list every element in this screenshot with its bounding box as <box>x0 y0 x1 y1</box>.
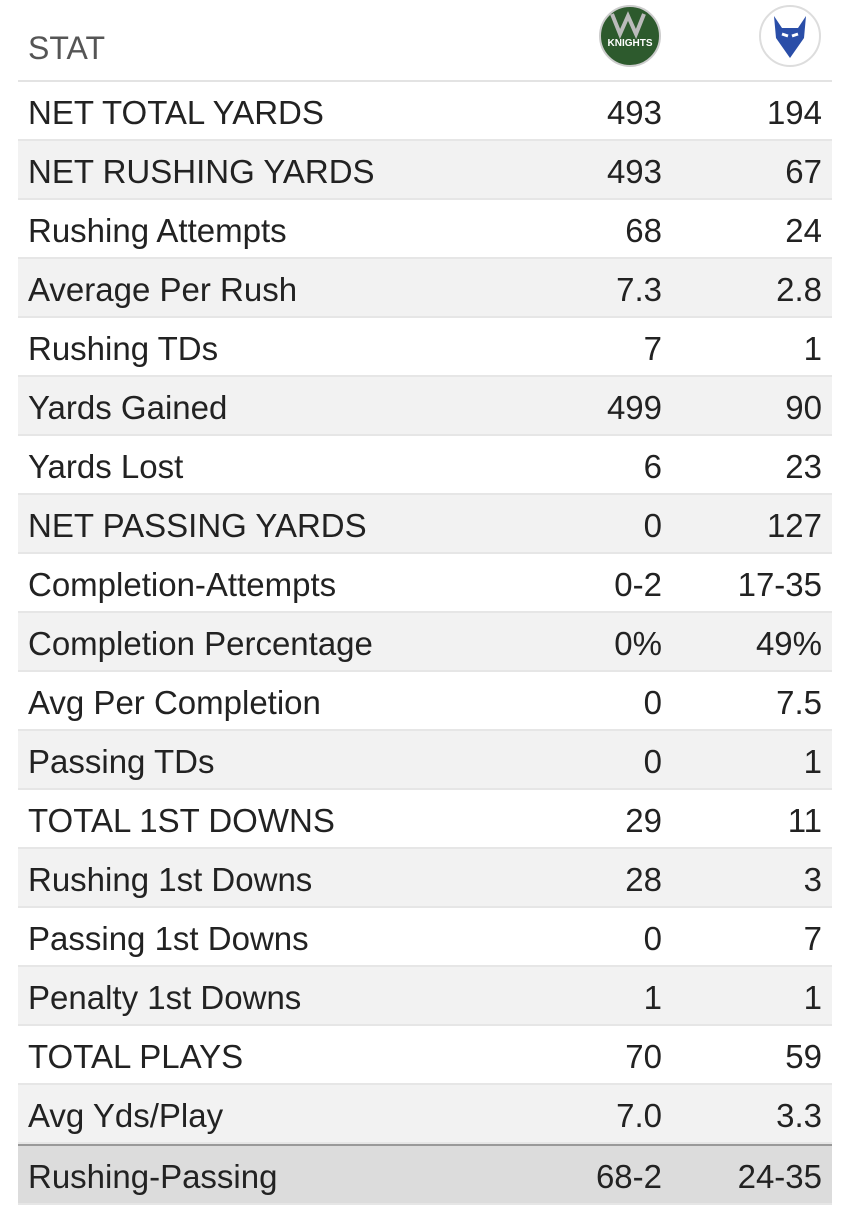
stat-row: NET TOTAL YARDS 493 194 <box>18 82 832 141</box>
stat-label: Completion Percentage <box>28 625 373 662</box>
stat-value: 2.8 <box>776 271 822 308</box>
stat-value: 24-35 <box>737 1158 822 1195</box>
stat-label: Rushing Attempts <box>28 212 287 249</box>
stat-row: TOTAL 1ST DOWNS 29 11 <box>18 790 832 849</box>
stat-value: 7 <box>643 330 662 367</box>
stat-value: 0-2 <box>614 566 662 603</box>
header-row: STAT KNIGHTS <box>18 0 832 82</box>
stat-value: 90 <box>785 389 822 426</box>
stat-label: Penalty 1st Downs <box>28 979 302 1016</box>
stat-row: NET RUSHING YARDS 493 67 <box>18 141 832 200</box>
stat-row: Rushing TDs 7 1 <box>18 318 832 377</box>
stat-value: 1 <box>803 979 822 1016</box>
stat-label: Yards Lost <box>28 448 184 485</box>
stat-value: 7.5 <box>776 684 822 721</box>
stat-value: 0 <box>643 684 662 721</box>
stat-label: TOTAL PLAYS <box>28 1038 244 1075</box>
stat-label: Completion-Attempts <box>28 566 337 603</box>
stat-label: NET RUSHING YARDS <box>28 153 375 190</box>
stat-header: STAT <box>28 30 106 66</box>
stat-value: 7.3 <box>616 271 662 308</box>
stat-label: NET TOTAL YARDS <box>28 94 324 131</box>
stat-value: 24 <box>785 212 822 249</box>
team-logo: KNIGHTS <box>599 5 661 67</box>
stat-row: Completion-Attempts 0-2 17-35 <box>18 554 832 613</box>
stat-row: Rushing Attempts 68 24 <box>18 200 832 259</box>
stat-row: Completion Percentage 0% 49% <box>18 613 832 672</box>
stat-value: 0 <box>643 507 662 544</box>
stat-label: Rushing TDs <box>28 330 219 367</box>
stat-label: Yards Gained <box>28 389 228 426</box>
stat-value: 7 <box>803 920 822 957</box>
stat-label: TOTAL 1ST DOWNS <box>28 802 335 839</box>
stat-label: Rushing 1st Downs <box>28 861 313 898</box>
stat-row: Passing 1st Downs 0 7 <box>18 908 832 967</box>
stat-row: Yards Lost 6 23 <box>18 436 832 495</box>
stat-row: Rushing 1st Downs 28 3 <box>18 849 832 908</box>
stat-label: Average Per Rush <box>28 271 298 308</box>
stat-row: Avg Yds/Play 7.0 3.3 <box>18 1085 832 1144</box>
stat-label: Avg Per Completion <box>28 684 321 721</box>
stat-value: 499 <box>606 389 662 426</box>
stat-value: 493 <box>606 94 662 131</box>
stat-value: 0 <box>643 920 662 957</box>
stat-value: 29 <box>625 802 662 839</box>
stat-label: Passing 1st Downs <box>28 920 309 957</box>
stat-row: Average Per Rush 7.3 2.8 <box>18 259 832 318</box>
stat-value: 70 <box>625 1038 662 1075</box>
stat-value: 493 <box>606 153 662 190</box>
stat-row: Passing TDs 0 1 <box>18 731 832 790</box>
stat-value: 17-35 <box>737 566 822 603</box>
stat-value: 67 <box>785 153 822 190</box>
stat-value: 49% <box>755 625 822 662</box>
stat-label: NET PASSING YARDS <box>28 507 367 544</box>
stat-label: Rushing-Passing <box>28 1158 278 1195</box>
stat-row: Penalty 1st Downs 1 1 <box>18 967 832 1026</box>
stat-value: 6 <box>643 448 662 485</box>
stat-value: 7.0 <box>616 1097 662 1134</box>
stat-value: 23 <box>785 448 822 485</box>
logo-text: KNIGHTS <box>608 38 653 49</box>
stat-row: Rushing-Passing 68-2 24-35 <box>18 1144 832 1205</box>
stat-value: 127 <box>766 507 822 544</box>
stat-value: 3 <box>803 861 822 898</box>
stat-row: Avg Per Completion 0 7.5 <box>18 672 832 731</box>
stat-value: 0 <box>643 743 662 780</box>
stat-value: 68-2 <box>595 1158 662 1195</box>
stat-value: 1 <box>803 330 822 367</box>
team-logo <box>759 5 821 67</box>
stat-value: 59 <box>785 1038 822 1075</box>
stat-value: 1 <box>803 743 822 780</box>
stat-value: 194 <box>766 94 822 131</box>
stat-label: Passing TDs <box>28 743 215 780</box>
stat-value: 0% <box>614 625 662 662</box>
stat-row: NET PASSING YARDS 0 127 <box>18 495 832 554</box>
stat-value: 11 <box>787 802 822 839</box>
stat-value: 68 <box>625 212 662 249</box>
stat-row: TOTAL PLAYS 70 59 <box>18 1026 832 1085</box>
stat-value: 3.3 <box>776 1097 822 1134</box>
stat-value: 1 <box>643 979 662 1016</box>
stat-label: Avg Yds/Play <box>28 1097 224 1134</box>
stat-value: 28 <box>625 861 662 898</box>
stat-row: Yards Gained 499 90 <box>18 377 832 436</box>
